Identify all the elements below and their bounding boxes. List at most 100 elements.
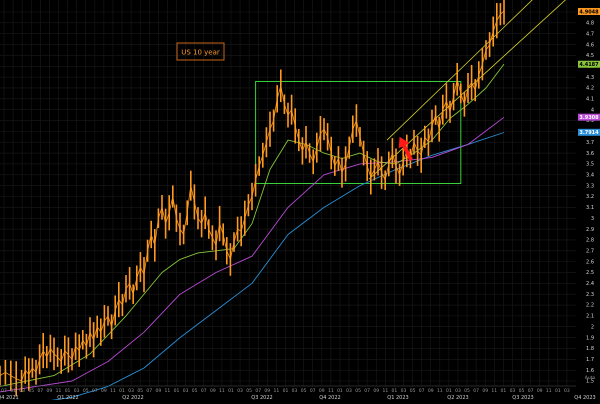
x-month-tick-label: 03 xyxy=(74,388,80,394)
x-month-tick-label: 07 xyxy=(37,388,43,394)
sma-long-line xyxy=(24,132,505,404)
x-month-tick-label: 11 xyxy=(491,388,497,394)
x-quarter-label: Q3 2023 xyxy=(512,395,533,400)
x-quarter-label: Q4 2023 xyxy=(574,395,595,400)
x-month-tick-label: 11 xyxy=(110,388,116,394)
y-tick-label: 4.3 xyxy=(586,75,594,81)
y-tick-label: 1.9 xyxy=(586,335,594,341)
price-badge: 4.9048 xyxy=(578,7,600,15)
y-tick-label: 3.4 xyxy=(586,172,594,178)
x-month-tick-label: 03 xyxy=(292,388,298,394)
series-layer xyxy=(0,0,505,404)
y-tick-label: 3.3 xyxy=(586,183,594,189)
x-month-tick-label: 05 xyxy=(301,388,307,394)
x-month-tick-label: 03 xyxy=(128,388,134,394)
y-tick-label: 4.8 xyxy=(586,21,594,27)
x-month-tick-label: 11 xyxy=(56,388,62,394)
x-month-tick-label: 05 xyxy=(28,388,34,394)
x-quarter-label: Q4 2021 xyxy=(0,395,19,400)
y-tick-label: 3.1 xyxy=(586,205,594,211)
x-month-tick-label: 07 xyxy=(310,388,316,394)
x-month-tick-label: 11 xyxy=(546,388,552,394)
x-month-tick-label: 01 xyxy=(65,388,71,394)
x-month-tick-label: 01 xyxy=(337,388,343,394)
price-badge: 3.9308 xyxy=(578,113,600,121)
y-tick-label: 4.2 xyxy=(586,86,594,92)
x-month-tick-label: 07 xyxy=(255,388,261,394)
x-quarter-label: Q3 2022 xyxy=(251,395,272,400)
x-month-tick-label: 01 xyxy=(446,388,452,394)
y-tick-label: 1.6 xyxy=(586,368,594,374)
x-month-tick-label: 09 xyxy=(537,388,543,394)
y-tick-label: 1.5 xyxy=(586,379,594,385)
x-month-tick-label: 01 xyxy=(555,388,561,394)
x-month-tick-label: 03 xyxy=(564,388,570,394)
price-bars xyxy=(0,0,505,397)
x-month-tick-label: 09 xyxy=(155,388,161,394)
x-quarter-label: Q4 2022 xyxy=(319,395,340,400)
sma-short-line xyxy=(0,63,505,387)
x-quarter-label: Q2 2023 xyxy=(447,395,468,400)
x-month-tick-label: 01 xyxy=(119,388,125,394)
x-month-tick-label: 03 xyxy=(19,388,25,394)
annotation-arrow-shaft xyxy=(402,143,413,161)
x-month-tick-label: 07 xyxy=(364,388,370,394)
x-month-tick-label: 03 xyxy=(510,388,516,394)
price-badge-label: 3.9308 xyxy=(579,115,599,121)
x-month-tick-label: 07 xyxy=(473,388,479,394)
x-axis-auto-label[interactable]: Auto xyxy=(585,375,596,381)
x-month-tick-label: 07 xyxy=(419,388,425,394)
price-line xyxy=(0,10,505,382)
price-badge-bg xyxy=(578,128,600,136)
x-month-tick-label: 05 xyxy=(246,388,252,394)
y-tick-label: 3.5 xyxy=(586,162,594,168)
channel-upper-line xyxy=(386,0,533,141)
y-tick-label: 3.7 xyxy=(586,140,594,146)
y-axis: 1.5 1.6 1.7 1.8 1.9 2 2.1 2.2 2.3 2.4 2.5 2.6 2.7 2.8… xyxy=(586,10,594,385)
x-month-tick-label: 11 xyxy=(382,388,388,394)
x-axis: 07 01 03 05 07 09 11 01 03 05 07 09 11 01 03 05 07 09 11 01… xyxy=(0,385,596,401)
y-tick-label: 2.9 xyxy=(586,227,594,233)
x-month-tick-label: 09 xyxy=(319,388,325,394)
y-tick-label: 2.5 xyxy=(586,270,594,276)
x-month-tick-label: 09 xyxy=(101,388,107,394)
y-tick-label: 2.3 xyxy=(586,292,594,298)
x-month-tick-label: 05 xyxy=(410,388,416,394)
x-month-tick-label: 09 xyxy=(264,388,270,394)
x-month-tick-label: 03 xyxy=(237,388,243,394)
x-month-tick-label: 07 xyxy=(92,388,98,394)
price-badge-bg xyxy=(578,113,600,121)
y-tick-label: 1.8 xyxy=(586,346,594,352)
x-month-tick-label: 01 xyxy=(500,388,506,394)
x-month-tick-label: 03 xyxy=(455,388,461,394)
y-tick-label: 1.7 xyxy=(586,357,594,363)
y-tick-label: 2.1 xyxy=(586,314,594,320)
price-badges: 4.9048 4.4187 3.9308 3.7914 xyxy=(578,7,600,136)
y-tick-label: 2.6 xyxy=(586,259,594,265)
x-month-tick-label: 09 xyxy=(482,388,488,394)
x-month-tick-label: 05 xyxy=(83,388,89,394)
x-month-tick-label: 03 xyxy=(401,388,407,394)
x-month-tick-label: 03 xyxy=(183,388,189,394)
y-tick-label: 3.6 xyxy=(586,151,594,157)
x-month-tick-label: 05 xyxy=(355,388,361,394)
x-month-tick-label: 07 xyxy=(201,388,207,394)
price-badge: 3.7914 xyxy=(578,128,600,136)
price-badge-label: 3.7914 xyxy=(579,130,599,136)
y-tick-label: 2.4 xyxy=(586,281,594,287)
price-badge-bg xyxy=(578,7,600,15)
x-quarter-label: Q1 2022 xyxy=(57,395,78,400)
grid xyxy=(0,0,576,386)
y-tick-label: 3 xyxy=(591,216,594,222)
x-month-tick-label: 09 xyxy=(210,388,216,394)
x-month-tick-label: 09 xyxy=(428,388,434,394)
x-month-tick-label: 11 xyxy=(437,388,443,394)
x-month-tick-label: 05 xyxy=(519,388,525,394)
title-box-frame xyxy=(176,42,225,61)
x-month-tick-label: 11 xyxy=(219,388,225,394)
sma-mid-line xyxy=(0,116,505,393)
x-month-tick-label: 09 xyxy=(47,388,53,394)
y-tick-label: 2.7 xyxy=(586,248,594,254)
